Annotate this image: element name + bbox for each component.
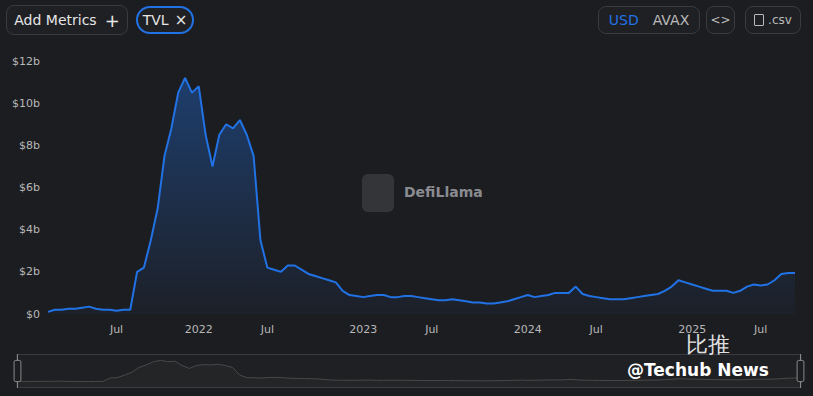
html-text:AVAX: AVAX xyxy=(652,12,690,28)
html-text:DefiLlama: DefiLlama xyxy=(404,184,483,200)
svg-text:$2b: $2b xyxy=(19,265,40,278)
svg-text:$10b: $10b xyxy=(12,97,40,110)
svg-text:Jul: Jul xyxy=(109,323,123,336)
html-text:@Techub News: @Techub News xyxy=(627,360,769,380)
html-text:.csv: .csv xyxy=(768,13,792,27)
svg-text:Jul: Jul xyxy=(260,323,274,336)
svg-text:$4b: $4b xyxy=(19,223,40,236)
html-text:比推: 比推 xyxy=(686,332,730,357)
html-text:TVL ×: TVL × xyxy=(142,11,188,29)
svg-text:2024: 2024 xyxy=(514,323,542,336)
svg-text:$6b: $6b xyxy=(19,181,40,194)
svg-text:2025: 2025 xyxy=(678,323,707,336)
svg-text:Jul: Jul xyxy=(589,323,603,336)
html-text:USD: USD xyxy=(608,12,639,28)
svg-text:Jul: Jul xyxy=(753,323,767,336)
svg-text:2022: 2022 xyxy=(185,323,213,336)
svg-text:2023: 2023 xyxy=(349,323,377,336)
svg-text:$12b: $12b xyxy=(12,55,40,68)
svg-text:$0: $0 xyxy=(26,308,40,321)
html-text:Add Metrics +: Add Metrics + xyxy=(14,9,120,31)
svg-text:$8b: $8b xyxy=(19,139,40,152)
svg-text:Jul: Jul xyxy=(424,323,438,336)
